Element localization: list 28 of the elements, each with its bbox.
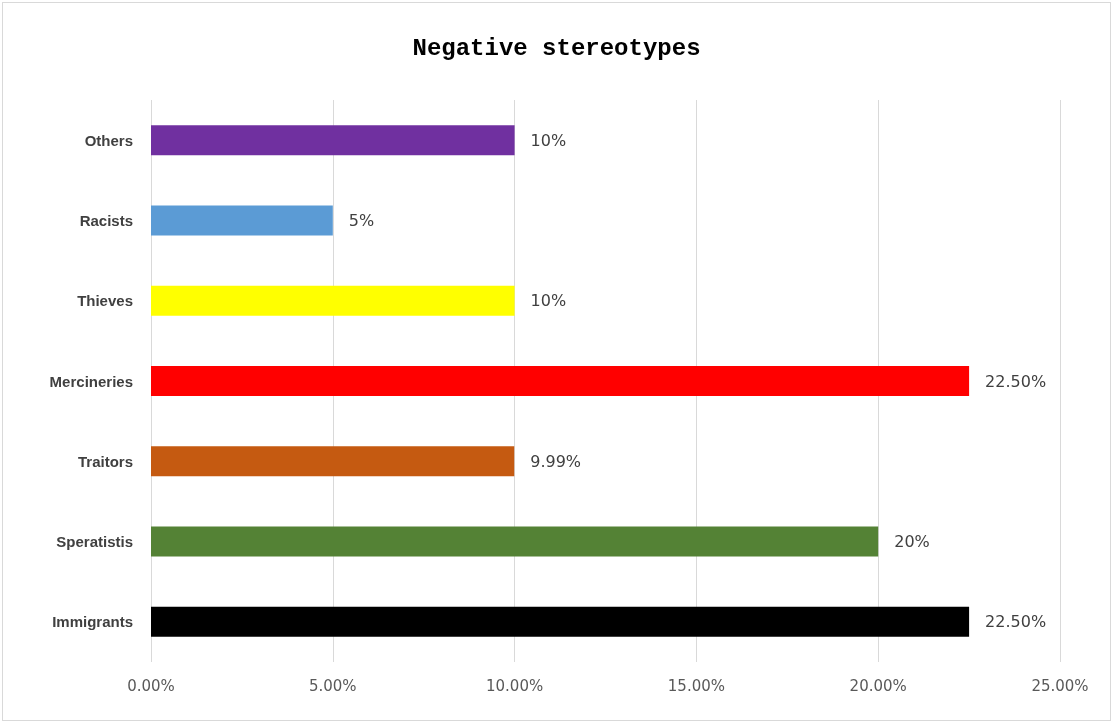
data-label: 22.50%: [985, 612, 1047, 632]
x-tick-label: 0.00%: [127, 676, 175, 695]
y-tick-label: Mercineries: [49, 372, 133, 390]
x-tick-label: 15.00%: [667, 676, 725, 695]
bar: [151, 526, 879, 557]
y-tick-label: Speratistis: [56, 533, 133, 551]
bar: [151, 606, 970, 637]
x-tick-label: 5.00%: [308, 676, 357, 695]
y-tick-label: Thieves: [77, 292, 133, 310]
data-label: 10%: [530, 291, 567, 311]
bar: [151, 205, 333, 236]
data-label: 10%: [530, 130, 567, 150]
bar: [151, 125, 515, 156]
x-tick-label: 10.00%: [486, 676, 544, 695]
x-tick-label: 20.00%: [849, 676, 907, 695]
chart-title: Negative stereotypes: [412, 34, 701, 62]
data-label: 9.99%: [530, 451, 582, 471]
y-tick-label: Immigrants: [52, 613, 133, 631]
data-label: 22.50%: [985, 371, 1047, 391]
data-label: 5%: [348, 210, 375, 230]
y-tick-label: Racists: [79, 211, 133, 229]
bar: [151, 446, 515, 477]
y-tick-label: Traitors: [77, 452, 133, 470]
y-tick-label: Others: [84, 131, 133, 149]
x-tick-label: 25.00%: [1031, 676, 1089, 695]
data-label: 20%: [894, 532, 930, 552]
bar: [151, 366, 970, 396]
bar: [151, 285, 515, 316]
